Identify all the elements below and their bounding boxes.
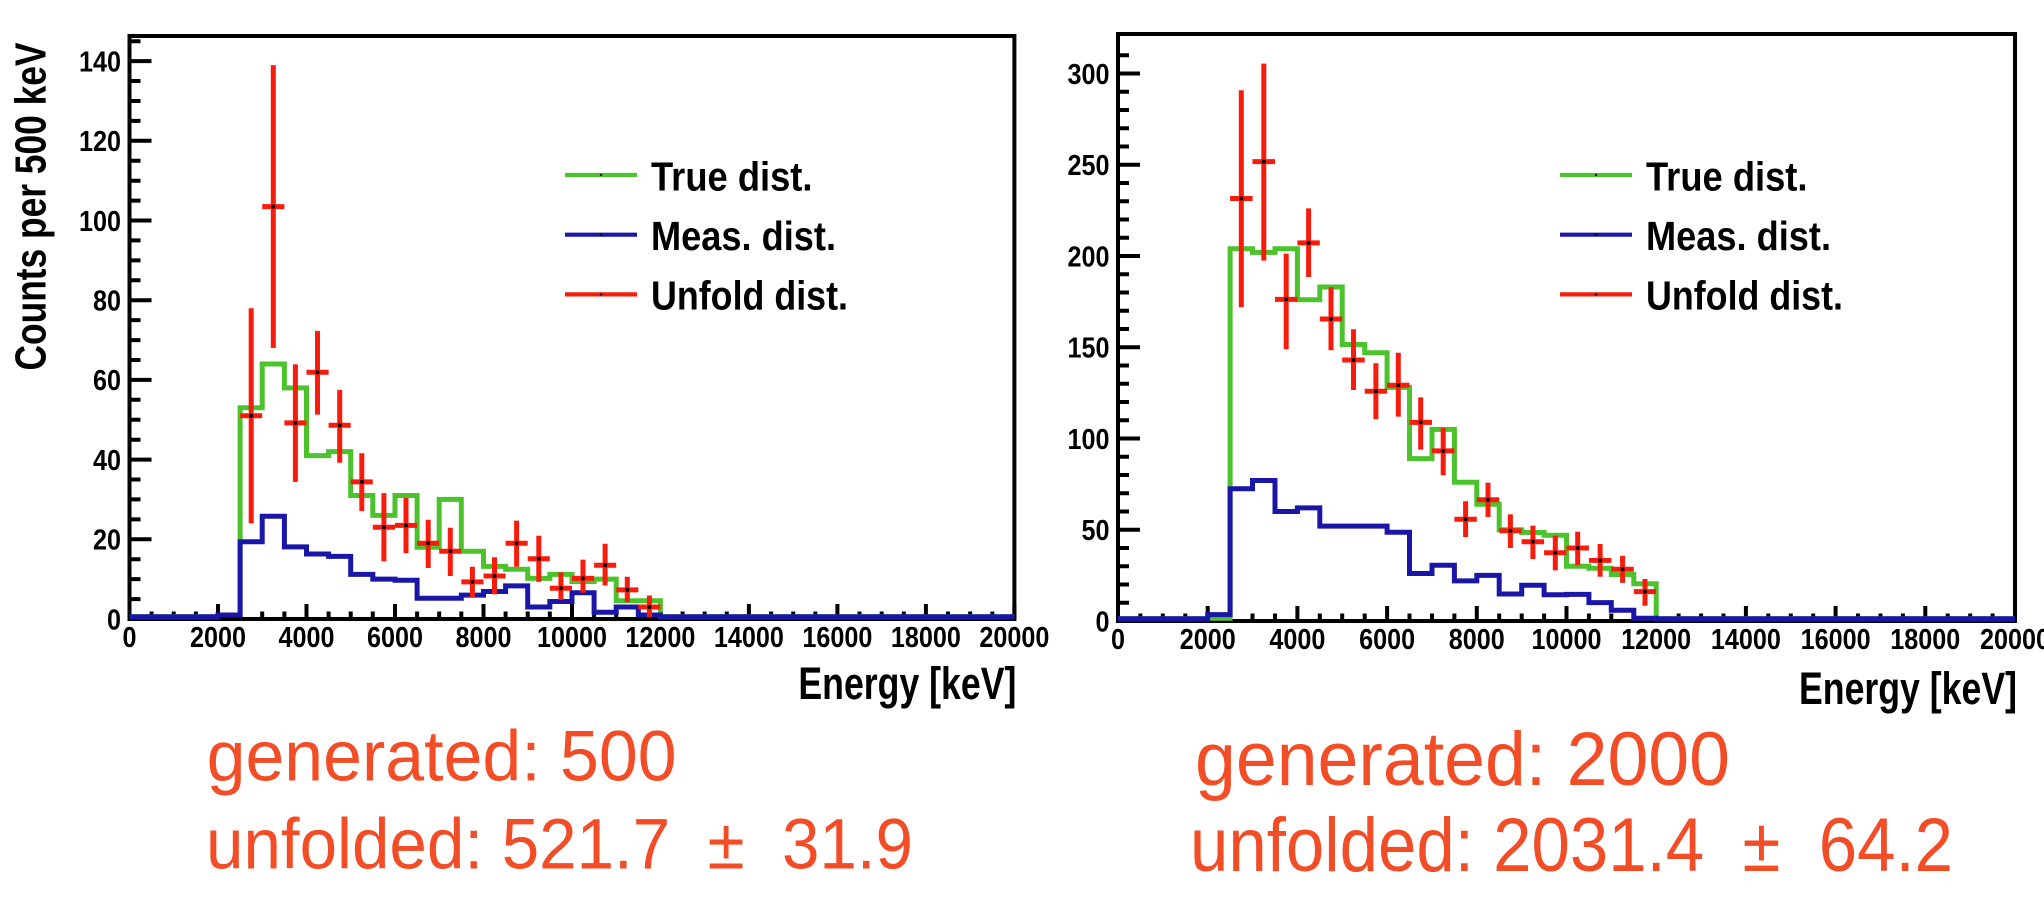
svg-text:300: 300 (1068, 59, 1110, 91)
svg-text:50: 50 (1082, 515, 1110, 547)
svg-text:Energy [keV]: Energy [keV] (1799, 663, 2017, 714)
svg-text:18000: 18000 (891, 622, 961, 654)
svg-text:6000: 6000 (367, 622, 423, 654)
svg-text:2000: 2000 (1180, 624, 1236, 656)
svg-text:16000: 16000 (802, 622, 872, 654)
svg-text:20000: 20000 (979, 622, 1049, 654)
svg-text:6000: 6000 (1359, 624, 1415, 656)
svg-text:generated: 500: generated: 500 (207, 718, 677, 797)
svg-text:10000: 10000 (537, 622, 607, 654)
svg-text:unfolded: 2031.4 ± 64.2: unfolded: 2031.4 ± 64.2 (1190, 803, 1953, 888)
svg-text:60: 60 (93, 365, 121, 397)
svg-text:14000: 14000 (714, 622, 784, 654)
svg-text:0: 0 (107, 604, 121, 636)
svg-text:0: 0 (123, 622, 137, 654)
svg-text:0: 0 (1111, 624, 1125, 656)
svg-text:Unfold dist.: Unfold dist. (1646, 273, 1843, 319)
svg-text:unfolded: 521.7 ± 31.9: unfolded: 521.7 ± 31.9 (206, 806, 913, 885)
svg-text:True dist.: True dist. (1646, 153, 1808, 199)
svg-text:12000: 12000 (625, 622, 695, 654)
svg-text:Meas. dist.: Meas. dist. (651, 213, 836, 259)
svg-text:100: 100 (79, 206, 121, 238)
svg-text:150: 150 (1068, 333, 1110, 365)
svg-text:True dist.: True dist. (651, 153, 813, 199)
svg-text:20: 20 (93, 525, 121, 557)
svg-text:18000: 18000 (1890, 624, 1960, 656)
svg-text:140: 140 (79, 46, 121, 78)
svg-text:Meas. dist.: Meas. dist. (1646, 213, 1831, 259)
svg-text:Energy [keV]: Energy [keV] (798, 658, 1016, 709)
svg-text:4000: 4000 (279, 622, 335, 654)
svg-text:8000: 8000 (1449, 624, 1505, 656)
svg-text:14000: 14000 (1711, 624, 1781, 656)
svg-text:12000: 12000 (1621, 624, 1691, 656)
svg-text:200: 200 (1068, 241, 1110, 273)
svg-text:120: 120 (79, 126, 121, 158)
svg-text:4000: 4000 (1269, 624, 1325, 656)
svg-text:40: 40 (93, 445, 121, 477)
svg-text:8000: 8000 (456, 622, 512, 654)
svg-text:80: 80 (93, 286, 121, 318)
svg-text:2000: 2000 (190, 622, 246, 654)
svg-text:100: 100 (1068, 424, 1110, 456)
svg-text:16000: 16000 (1801, 624, 1871, 656)
svg-text:20000: 20000 (1980, 624, 2044, 656)
svg-text:Counts per 500 keV: Counts per 500 keV (8, 43, 56, 371)
svg-text:250: 250 (1068, 150, 1110, 182)
svg-text:Unfold dist.: Unfold dist. (651, 273, 848, 319)
svg-text:0: 0 (1096, 606, 1110, 638)
svg-text:10000: 10000 (1532, 624, 1602, 656)
svg-text:generated: 2000: generated: 2000 (1195, 717, 1730, 802)
